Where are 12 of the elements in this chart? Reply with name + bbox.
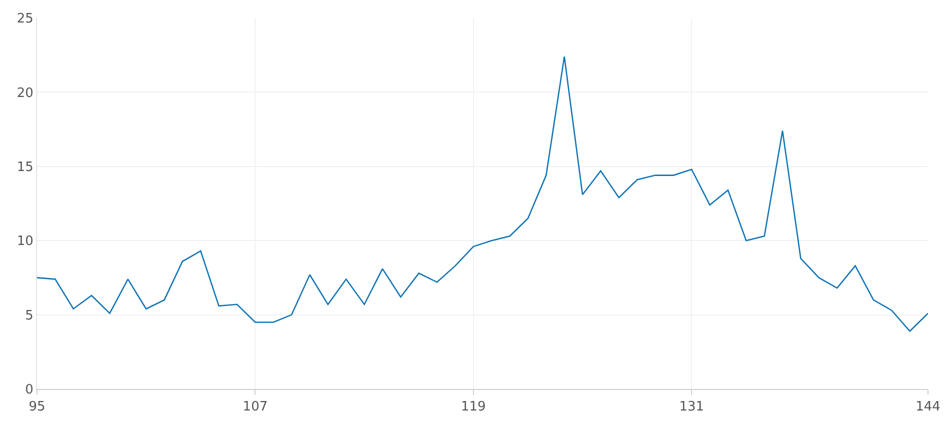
y-tick-label: 10 bbox=[16, 234, 34, 250]
y-tick-label: 25 bbox=[16, 12, 34, 27]
y-tick-label: 15 bbox=[16, 160, 34, 175]
line-series bbox=[37, 56, 928, 332]
x-tick-label: 95 bbox=[28, 400, 46, 415]
y-tick-label: 0 bbox=[25, 382, 34, 398]
x-tick-label: 144 bbox=[916, 400, 940, 415]
y-tick-label: 5 bbox=[25, 308, 34, 324]
x-tick-label: 107 bbox=[242, 400, 268, 415]
x-tick-label: 131 bbox=[679, 400, 704, 415]
y-tick-label: 20 bbox=[16, 86, 34, 101]
x-tick-label: 119 bbox=[460, 400, 486, 415]
